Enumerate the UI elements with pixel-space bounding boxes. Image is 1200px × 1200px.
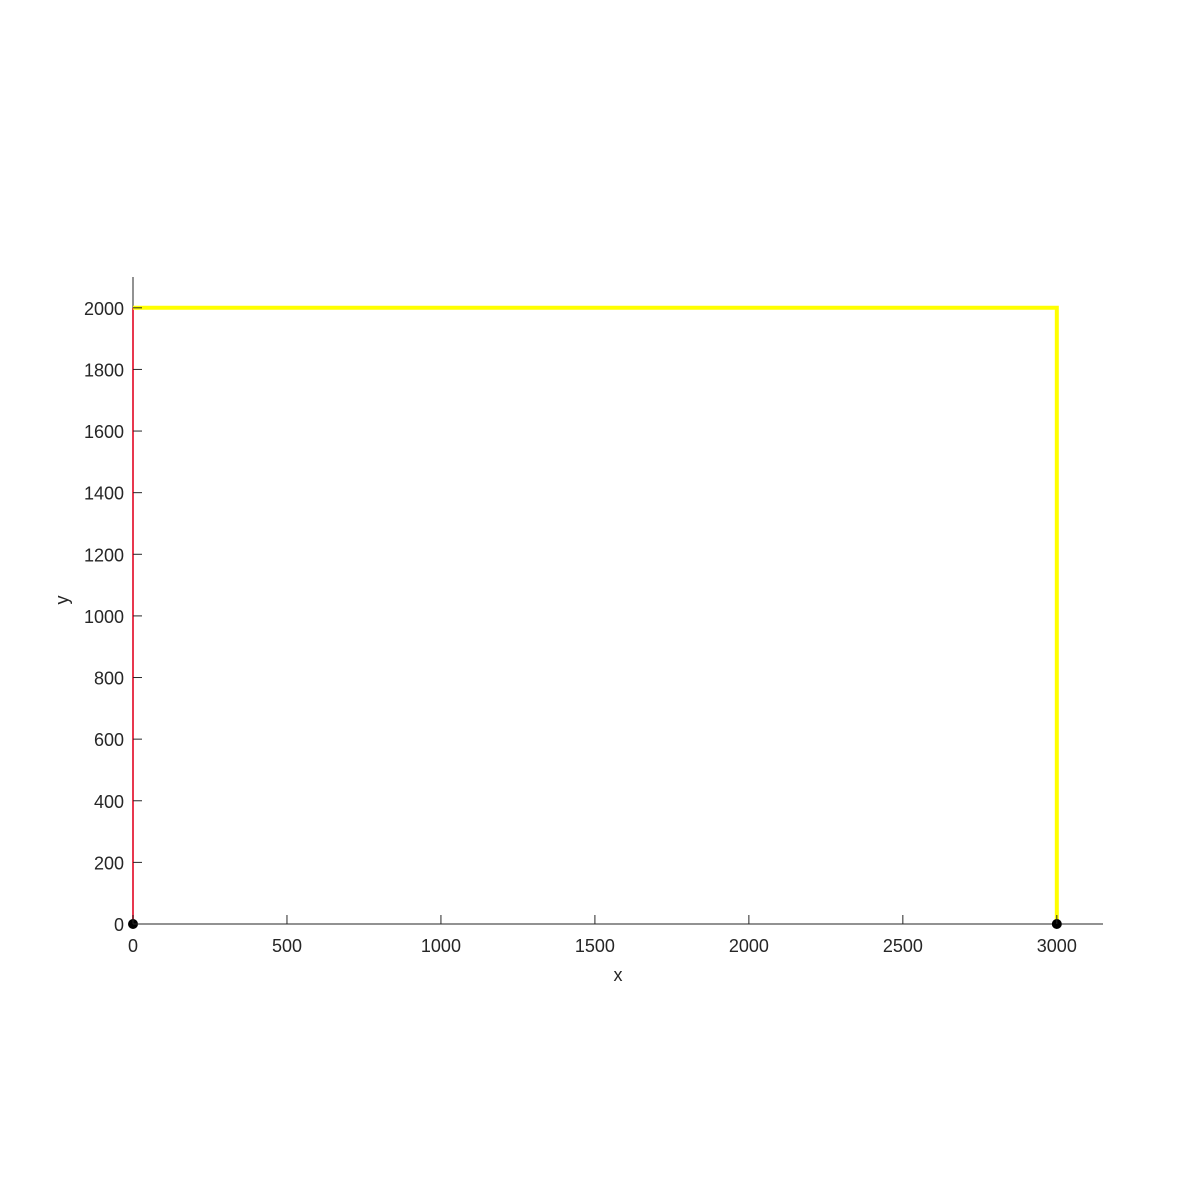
y-tick-label: 200 (94, 853, 124, 873)
x-tick-label: 0 (128, 936, 138, 956)
y-tick-label: 1000 (84, 607, 124, 627)
x-tick-label: 1500 (575, 936, 615, 956)
series-line-2 (133, 305, 1059, 924)
x-tick-label: 3000 (1037, 936, 1077, 956)
y-tick-label: 1600 (84, 422, 124, 442)
y-tick-label: 1800 (84, 360, 124, 380)
y-tick-label: 1400 (84, 484, 124, 504)
axes (132, 277, 1103, 925)
y-axis-label: y (52, 596, 72, 605)
y-tick-label: 2000 (84, 299, 124, 319)
y-tick-label: 800 (94, 669, 124, 689)
x-tick-label: 2000 (729, 936, 769, 956)
tick-layer: 0 500 1000 1500 2000 2500 3000 0 200 400 600 800 100… (84, 299, 1077, 956)
y-tick-label: 1200 (84, 545, 124, 565)
y-tick-label: 400 (94, 792, 124, 812)
x-axis-label: x (614, 965, 623, 985)
y-tick-label: 0 (114, 915, 124, 935)
x-tick-label: 1000 (421, 936, 461, 956)
x-tick-label: 2500 (883, 936, 923, 956)
x-tick-label: 500 (272, 936, 302, 956)
y-tick-label: 600 (94, 730, 124, 750)
series-layer (132, 305, 1059, 924)
